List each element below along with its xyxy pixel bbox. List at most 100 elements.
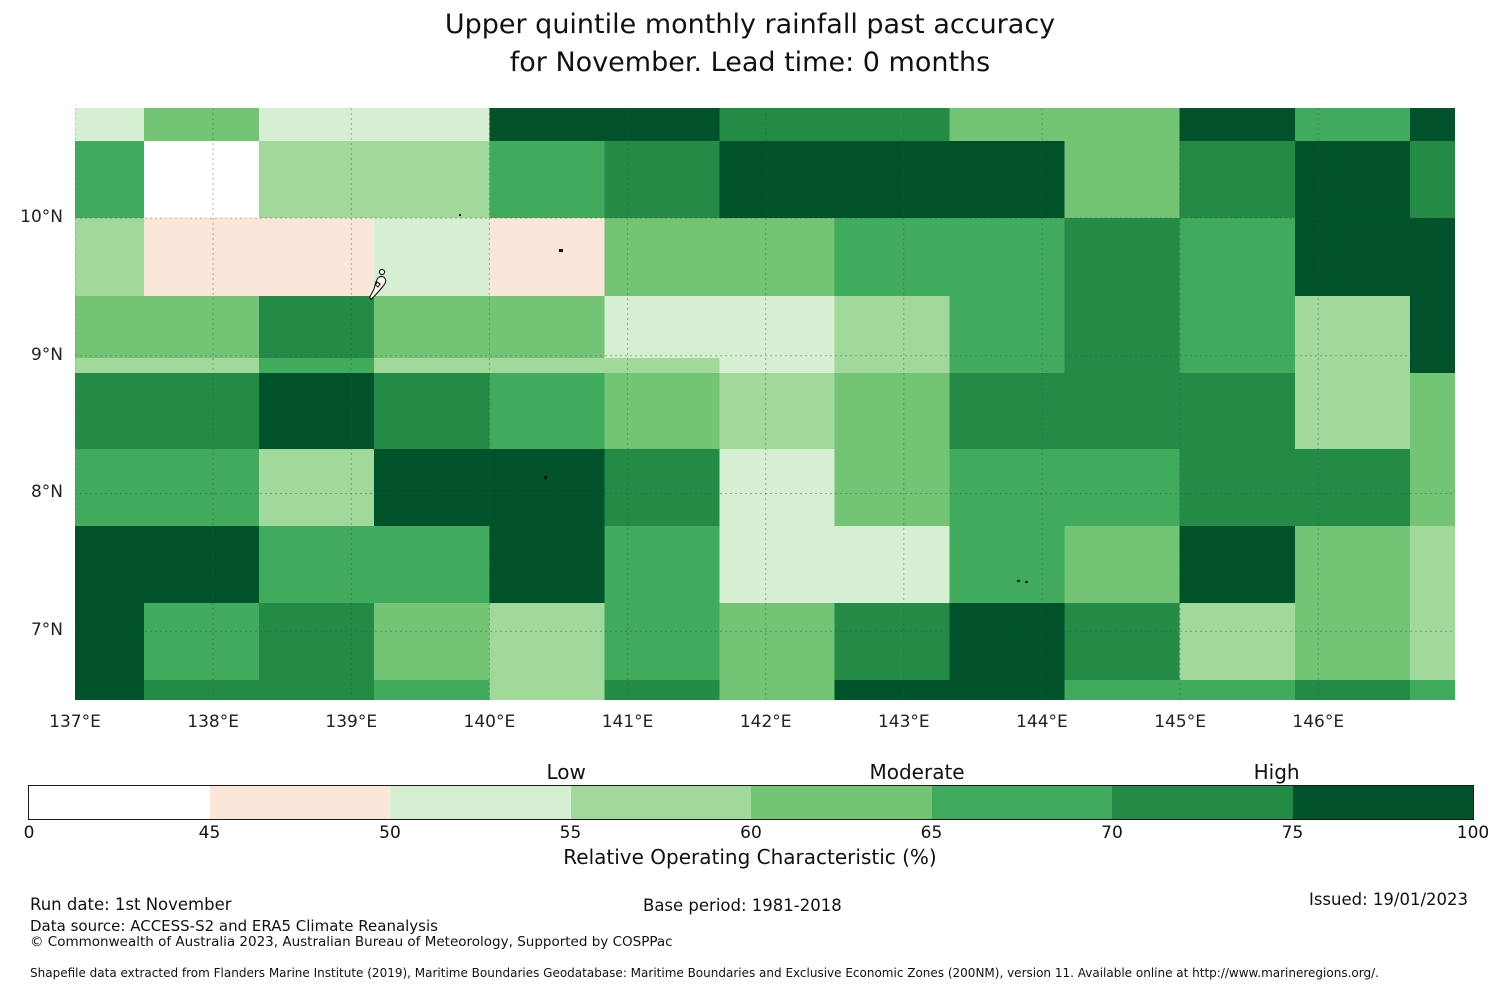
heatmap-cell <box>489 357 605 374</box>
shapefile-attribution-text: Shapefile data extracted from Flanders M… <box>30 966 1379 980</box>
heatmap-cell <box>75 218 145 297</box>
heatmap-cell <box>374 448 490 527</box>
colorbar-segment <box>390 786 571 819</box>
heatmap-cell <box>604 448 720 527</box>
heatmap-cell <box>1179 295 1296 359</box>
heatmap-cell <box>144 357 260 374</box>
heatmap-cell <box>489 141 605 219</box>
colorbar-segment <box>751 786 932 819</box>
heatmap-cell <box>259 141 375 219</box>
heatmap-cell <box>374 680 490 701</box>
heatmap-cell <box>949 372 1066 450</box>
heatmap-cell <box>259 357 375 374</box>
colorbar-segment <box>29 786 210 819</box>
heatmap-cell <box>1179 141 1296 219</box>
heatmap-cell <box>1179 602 1296 681</box>
heatmap-cell <box>1064 141 1181 219</box>
heatmap-cell <box>1179 372 1296 450</box>
heatmap-cell <box>75 372 145 450</box>
colorbar-tick-label: 100 <box>1456 823 1490 843</box>
heatmap-cell <box>1409 525 1456 604</box>
heatmap-plot-area <box>74 108 1456 701</box>
heatmap-cell <box>259 602 375 681</box>
y-tick-label: 9°N <box>30 344 63 365</box>
x-tick-label: 137°E <box>49 712 101 732</box>
heatmap-cell <box>259 448 375 527</box>
heatmap-cell <box>719 295 836 359</box>
heatmap-cell <box>374 141 490 219</box>
heatmap-cell <box>374 218 490 297</box>
heatmap-cell <box>719 218 836 297</box>
heatmap-cell <box>719 357 836 374</box>
heatmap-cell <box>719 602 836 681</box>
heatmap-cell <box>719 372 836 450</box>
legend-class-label: High <box>1253 760 1300 784</box>
heatmap-cell <box>1294 602 1411 681</box>
y-tick-label: 10°N <box>20 207 63 228</box>
chart-title: Upper quintile monthly rainfall past acc… <box>0 6 1500 83</box>
heatmap-cell <box>1409 218 1456 297</box>
colorbar-segment <box>931 786 1112 819</box>
heatmap-cell <box>834 448 951 527</box>
heatmap-cell <box>1179 680 1296 701</box>
x-tick-label: 139°E <box>325 712 378 732</box>
heatmap-cell <box>1179 525 1296 604</box>
heatmap-cell <box>949 602 1066 681</box>
heatmap-cell <box>604 141 720 219</box>
heatmap-cell <box>489 448 605 527</box>
colorbar-segment <box>1112 786 1293 819</box>
legend-class-label: Moderate <box>869 760 965 784</box>
heatmap-cell <box>604 525 720 604</box>
heatmap-cell <box>1294 141 1411 219</box>
heatmap-cell <box>374 525 490 604</box>
heatmap-cell <box>1294 357 1411 374</box>
heatmap-cell <box>719 680 836 701</box>
heatmap-cell <box>259 295 375 359</box>
heatmap-cell <box>489 525 605 604</box>
heatmap-cell <box>834 602 951 681</box>
heatmap-cell <box>259 680 375 701</box>
heatmap-cell <box>144 602 260 681</box>
heatmap-cell <box>144 680 260 701</box>
x-tick-label: 144°E <box>1016 712 1068 732</box>
heatmap-cell <box>834 525 951 604</box>
heatmap-cell <box>489 602 605 681</box>
colorbar-segment <box>209 786 390 819</box>
heatmap-cell <box>1179 108 1296 142</box>
heatmap-cell <box>1064 295 1181 359</box>
island-speck <box>459 214 461 216</box>
heatmap-cell <box>604 218 720 297</box>
heatmap-cell <box>75 448 145 527</box>
heatmap-cell <box>75 357 145 374</box>
heatmap-cell <box>1294 525 1411 604</box>
heatmap-cell <box>489 295 605 359</box>
heatmap-cell <box>1064 525 1181 604</box>
heatmap-cell <box>949 680 1066 701</box>
heatmap-cell <box>75 108 145 142</box>
colorbar-tick-label: 75 <box>1281 823 1304 843</box>
y-tick-label: 7°N <box>30 620 63 641</box>
colorbar-tick-label: 45 <box>198 823 221 843</box>
colorbar-tick-label: 0 <box>23 823 35 843</box>
base-period-text: Base period: 1981-2018 <box>643 896 842 915</box>
island-speck <box>544 476 547 479</box>
heatmap-cell <box>834 218 951 297</box>
heatmap-cell <box>1409 141 1456 219</box>
heatmap-cell <box>144 525 260 604</box>
heatmap-cell <box>144 141 260 219</box>
heatmap-cell <box>719 108 836 142</box>
heatmap-cell <box>259 525 375 604</box>
heatmap-cell <box>1409 295 1456 359</box>
heatmap-cell <box>259 372 375 450</box>
island-speck <box>1017 580 1020 582</box>
run-date-text: Run date: 1st November <box>30 895 232 914</box>
heatmap-cell <box>144 218 260 297</box>
heatmap-cell <box>374 295 490 359</box>
heatmap-svg <box>74 108 1456 701</box>
heatmap-cell <box>949 357 1066 374</box>
heatmap-cell <box>144 295 260 359</box>
heatmap-cell <box>834 680 951 701</box>
heatmap-cell <box>144 372 260 450</box>
colorbar-segment <box>1292 786 1473 819</box>
heatmap-cell <box>604 108 720 142</box>
